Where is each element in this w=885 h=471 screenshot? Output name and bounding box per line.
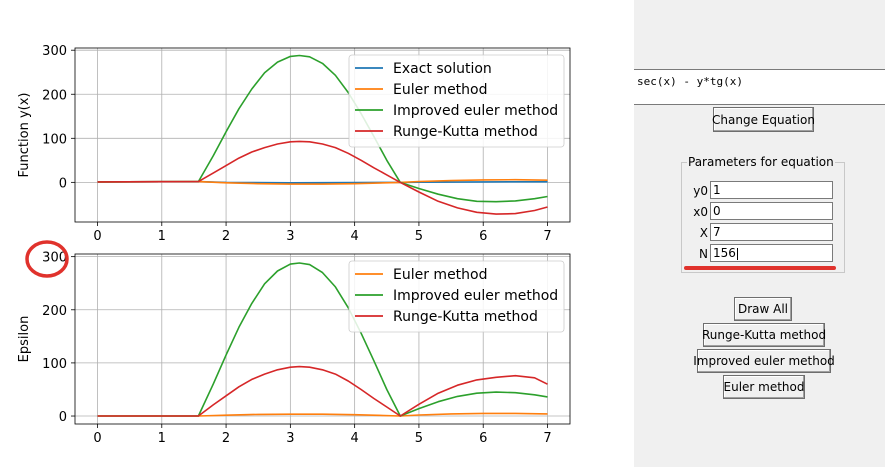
legend-box [348,260,565,333]
plot-area: 0 1 2 3 4 5 6 7 0 100 200 300 Function y(x) Exact sol… [17,44,571,446]
series-line-improved [97,54,548,203]
x-tick-label: 3 [286,229,294,244]
y-axis-label: Epsilon [17,316,32,363]
y-tick-label: 200 [42,304,67,319]
x-tick-label: 2 [222,431,230,446]
equation-text: sec(x) - y*tg(x) [637,75,743,88]
x-tick-label: 7 [543,431,551,446]
x-tick-label: 5 [415,431,423,446]
legend-label-exact: Exact solution [393,61,492,77]
x-end-field[interactable]: 7 [710,223,833,241]
axes-frame [74,253,571,425]
legend-label-improved: Improved euler method [393,103,558,119]
n-field-value: 156 [713,246,736,260]
legend-box [348,54,565,148]
series-line-euler [97,412,548,417]
x-tick-label: 4 [351,431,359,446]
axes-frame [74,47,571,223]
parameters-title: Parameters for equation [687,155,835,169]
series-line-improved [97,262,548,417]
chart-2: 0 1 2 3 4 5 6 7 0 100 200 300 Epsilon Euler method Imp… [17,251,571,446]
text-cursor [736,247,738,260]
legend-label-euler: Euler method [393,82,488,98]
series-line-euler [97,178,548,185]
n-label: N [699,247,708,261]
x-tick-label: 3 [286,431,294,446]
y-tick-label: 300 [42,251,67,266]
improved-euler-button[interactable]: Improved euler method [693,349,835,373]
y-tick-label: 0 [59,176,67,191]
y-tick-label: 0 [59,410,67,425]
x-tick-label: 4 [351,229,359,244]
x-tick-label: 6 [479,431,487,446]
legend: Exact solution Euler method Improved euler… [348,54,565,148]
x0-label: x0 [693,205,708,219]
x-tick-label: 2 [222,229,230,244]
x-tick-label: 5 [415,229,423,244]
legend-label-euler: Euler method [393,267,488,283]
x-tick-label: 1 [158,431,166,446]
change-equation-button[interactable]: Change Equation [712,107,815,132]
x-end-label: X [699,226,708,240]
chart-1: 0 1 2 3 4 5 6 7 0 100 200 300 Function y(x) Exact sol… [17,44,571,244]
x-tick-label: 1 [158,229,166,244]
x-tick-label: 7 [543,229,551,244]
x-tick-label: 0 [93,229,101,244]
runge-kutta-button[interactable]: Runge-Kutta method [702,323,826,347]
legend-label-rk: Runge-Kutta method [393,124,538,140]
control-panel: sec(x) - y*tg(x) Change Equation Paramet… [634,0,885,467]
y-tick-label: 100 [42,357,67,372]
x-tick-label: 0 [93,431,101,446]
legend-label-improved: Improved euler method [393,288,558,304]
legend: Euler method Improved euler method Runge-K… [348,260,565,333]
x0-field[interactable]: 0 [710,202,833,220]
legend-label-rk: Runge-Kutta method [393,309,538,325]
equation-input[interactable]: sec(x) - y*tg(x) [634,69,885,105]
draw-all-button[interactable]: Draw All [734,297,792,321]
annotation-circle [25,240,69,278]
euler-button[interactable]: Euler method [723,375,805,399]
n-field[interactable]: 156 [710,244,833,262]
y-tick-label: 300 [42,44,67,59]
annotation-underline [684,266,836,270]
y-tick-label: 100 [42,132,67,147]
series-line-rk [97,140,548,215]
series-line-rk [97,365,548,417]
y0-field[interactable]: 1 [710,181,833,199]
y-axis-label: Function y(x) [17,93,32,178]
y-tick-label: 200 [42,88,67,103]
y0-label: y0 [693,184,708,198]
x-tick-label: 6 [479,229,487,244]
